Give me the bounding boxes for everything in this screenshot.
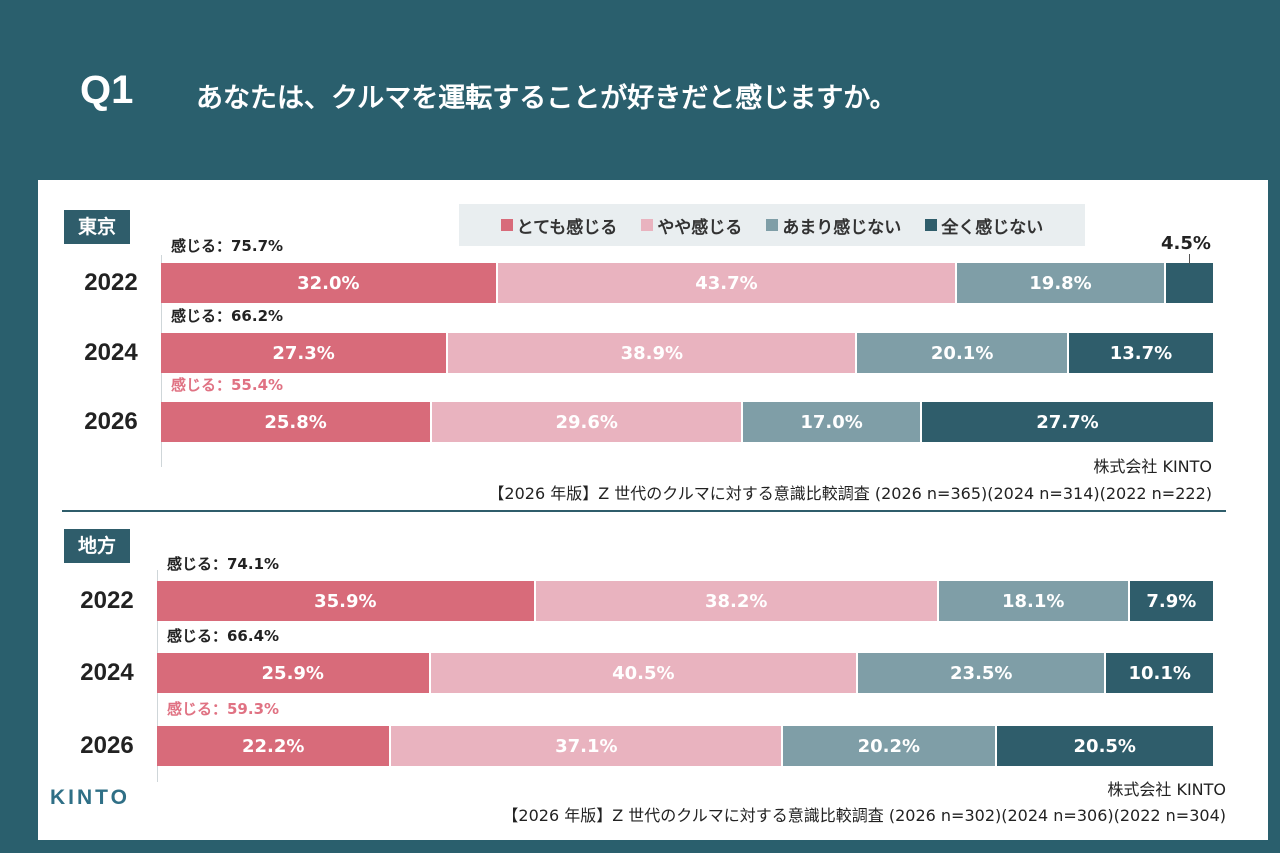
year-label: 2026 [80,732,134,759]
bar-segment [1165,263,1213,303]
data-label: 25.9% [261,662,324,684]
total-label: 感じる：66.2% [171,307,284,325]
legend-item: やや感じる [641,213,742,238]
legend-label: 全く感じない [941,217,1044,238]
data-label: 27.7% [1036,411,1099,433]
data-label: 10.1% [1128,662,1191,684]
region-tag: 地方 [64,529,131,563]
bar-segment: 23.5% [858,653,1107,693]
bar-segment: 13.7% [1068,333,1213,373]
bar-segment: 27.3% [161,333,449,373]
year-label: 2024 [84,339,138,366]
data-label: 20.1% [930,342,994,364]
stacked-bar: 27.3% 38.9% 20.1% 13.7% [161,333,1213,373]
data-label: 7.9% [1146,590,1197,612]
year-label: 2022 [84,269,138,296]
kinto-logo: KINTO [50,786,130,809]
total-label: 感じる：74.1% [167,555,280,573]
data-label: 4.5% [1161,233,1211,254]
bar-segment: 40.5% [430,653,859,693]
source-company: 株式会社 KINTO [1093,457,1212,476]
total-label: 感じる：59.3% [167,700,280,718]
bar-segment: 7.9% [1129,581,1213,621]
bar-segment: 20.2% [783,726,997,766]
stacked-bar: 35.9% 38.2% 18.1% 7.9% [157,581,1213,621]
bar-segment: 20.5% [996,726,1213,766]
data-label: 13.7% [1109,342,1173,364]
legend-swatch [925,219,938,231]
legend-swatch [766,219,779,231]
bar-segment: 27.7% [921,402,1213,442]
data-label: 27.3% [272,342,335,364]
bar-segment: 19.8% [957,263,1166,303]
bar-segment: 25.9% [157,653,431,693]
stacked-bar: 22.2% 37.1% 20.2% 20.5% [157,726,1213,766]
bar-segment: 17.0% [743,402,922,442]
source-company: 株式会社 KINTO [1107,780,1226,799]
bar-segment: 37.1% [391,726,784,766]
legend-label: あまり感じない [782,217,902,238]
source-survey: 【2026 年版】Z 世代のクルマに対する意識比較調査 (2026 n=302)… [502,806,1226,825]
legend-item: 全く感じない [925,213,1043,238]
bar-segment: 20.1% [857,333,1069,373]
bar-segment: 43.7% [497,263,958,303]
stacked-bar: 25.8% 29.6% 17.0% 27.7% [161,402,1213,442]
data-label: 22.2% [241,735,305,757]
data-label: 35.9% [314,590,377,612]
data-label: 40.5% [612,662,675,684]
legend-item: とても感じる [500,213,618,238]
data-label: 17.0% [800,411,863,433]
stacked-bar: 25.9% 40.5% 23.5% 10.1% [157,653,1213,693]
data-label: 43.7% [695,272,758,294]
question-text: あなたは、クルマを運転することが好きだと感じますか。 [196,83,897,114]
stacked-bar: 32.0% 43.7% 19.8% [161,263,1213,303]
bar-segment: 38.9% [448,333,858,373]
data-label: 37.1% [555,735,618,757]
data-label: 18.1% [1001,590,1065,612]
year-label: 2026 [84,408,138,435]
bar-segment: 25.8% [161,402,433,442]
region-tag: 東京 [64,210,131,244]
bar-segment: 29.6% [432,402,744,442]
question-number: Q1 [80,68,134,112]
data-label: 38.2% [704,590,768,612]
bar-segment: 18.1% [938,581,1130,621]
legend-label: とても感じる [516,217,618,238]
data-label: 29.6% [555,411,618,433]
source-survey: 【2026 年版】Z 世代のクルマに対する意識比較調査 (2026 n=365)… [488,484,1212,503]
legend-label: やや感じる [657,217,743,238]
year-label: 2024 [80,659,134,686]
legend-item: あまり感じない [766,213,901,238]
year-label: 2022 [80,587,134,614]
bar-segment: 35.9% [157,581,536,621]
legend: とても感じる やや感じる あまり感じない 全く感じない [459,204,1085,246]
data-label: 20.5% [1073,735,1136,757]
data-label: 25.8% [264,411,327,433]
bar-segment: 22.2% [157,726,392,766]
data-label: 20.2% [857,735,921,757]
data-label: 23.5% [950,662,1013,684]
data-label: 32.0% [297,272,360,294]
total-label: 感じる：66.4% [167,627,280,645]
legend-swatch [500,219,513,231]
bar-segment: 38.2% [535,581,939,621]
data-label: 38.9% [620,342,684,364]
bar-segment: 10.1% [1106,653,1213,693]
legend-swatch [641,219,654,231]
bar-segment: 32.0% [161,263,498,303]
data-label: 19.8% [1029,272,1092,294]
total-label: 感じる：75.7% [171,237,284,255]
total-label: 感じる：55.4% [171,376,284,394]
leader-line [1189,254,1191,264]
section-divider [62,510,1226,512]
